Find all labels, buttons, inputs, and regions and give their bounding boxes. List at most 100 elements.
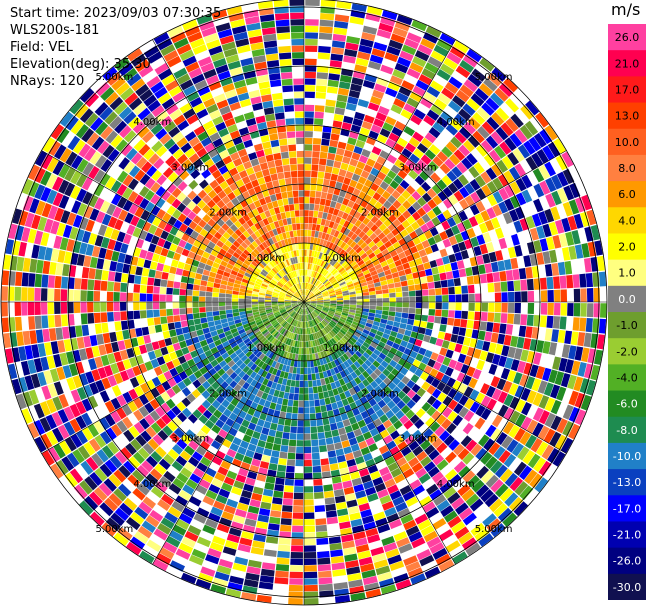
velocity-gate xyxy=(454,343,463,353)
velocity-gate xyxy=(234,319,242,324)
velocity-gate xyxy=(177,120,190,131)
velocity-gate xyxy=(466,227,476,239)
velocity-gate xyxy=(143,334,152,344)
velocity-gate xyxy=(225,219,234,228)
velocity-gate xyxy=(133,194,144,206)
velocity-gate xyxy=(265,332,272,339)
velocity-gate xyxy=(219,413,229,423)
velocity-gate xyxy=(334,154,344,163)
velocity-gate xyxy=(259,433,268,442)
velocity-gate xyxy=(236,272,244,279)
velocity-gate xyxy=(456,161,468,174)
velocity-gate xyxy=(310,297,317,300)
velocity-gate xyxy=(293,277,297,284)
velocity-gate xyxy=(378,372,387,381)
velocity-gate xyxy=(326,369,332,377)
velocity-gate xyxy=(332,317,339,322)
velocity-gate xyxy=(299,256,302,263)
velocity-gate xyxy=(354,537,368,547)
velocity-gate xyxy=(304,183,311,191)
velocity-gate xyxy=(34,184,46,200)
velocity-gate xyxy=(243,390,251,399)
velocity-gate xyxy=(420,371,429,381)
velocity-gate xyxy=(337,232,344,240)
velocity-gate xyxy=(148,153,160,165)
velocity-gate xyxy=(196,507,210,518)
velocity-gate xyxy=(162,541,178,554)
velocity-gate xyxy=(100,312,108,323)
velocity-gate xyxy=(277,348,283,356)
velocity-gate xyxy=(468,293,475,302)
velocity-gate xyxy=(275,285,282,290)
velocity-gate xyxy=(315,292,322,297)
velocity-gate xyxy=(317,564,332,572)
velocity-gate xyxy=(359,320,367,326)
velocity-gate xyxy=(258,353,266,361)
velocity-gate xyxy=(164,337,173,347)
velocity-gate xyxy=(28,316,36,330)
velocity-gate xyxy=(381,536,395,546)
velocity-gate xyxy=(188,179,199,190)
velocity-gate xyxy=(245,307,252,311)
velocity-gate xyxy=(304,65,317,72)
velocity-gate xyxy=(305,262,309,270)
velocity-gate xyxy=(436,69,451,82)
velocity-gate xyxy=(329,321,336,327)
velocity-gate xyxy=(158,255,167,264)
velocity-gate xyxy=(475,447,488,461)
velocity-gate xyxy=(144,177,156,190)
velocity-gate xyxy=(435,338,444,347)
velocity-gate xyxy=(264,321,271,327)
velocity-gate xyxy=(183,217,193,227)
velocity-gate xyxy=(401,44,417,56)
velocity-gate xyxy=(268,366,275,374)
velocity-gate xyxy=(290,237,295,244)
velocity-gate xyxy=(285,338,290,345)
velocity-gate xyxy=(334,273,341,279)
velocity-gate xyxy=(317,211,324,219)
velocity-gate xyxy=(177,261,185,270)
velocity-gate xyxy=(341,440,351,448)
velocity-gate xyxy=(280,290,287,294)
velocity-gate xyxy=(238,295,246,299)
velocity-gate xyxy=(340,314,348,319)
velocity-gate xyxy=(269,252,276,260)
velocity-gate xyxy=(225,418,235,427)
velocity-gate xyxy=(305,289,308,296)
velocity-gate xyxy=(492,191,504,204)
velocity-gate xyxy=(48,140,61,157)
velocity-gate xyxy=(361,120,373,130)
velocity-gate xyxy=(211,390,220,400)
velocity-gate xyxy=(202,120,215,131)
velocity-gate xyxy=(291,303,298,306)
velocity-gate xyxy=(318,259,323,266)
velocity-gate xyxy=(292,512,304,519)
velocity-gate xyxy=(350,233,358,241)
velocity-gate xyxy=(31,344,40,359)
velocity-gate xyxy=(216,209,225,218)
velocity-gate xyxy=(316,359,321,367)
velocity-gate xyxy=(260,501,272,510)
velocity-gate xyxy=(330,251,337,258)
velocity-gate xyxy=(562,168,575,185)
velocity-gate xyxy=(565,231,575,246)
velocity-gate xyxy=(333,489,345,497)
velocity-gate xyxy=(284,267,290,274)
velocity-gate xyxy=(248,393,256,402)
velocity-gate xyxy=(342,480,353,489)
velocity-gate xyxy=(395,92,409,103)
velocity-gate xyxy=(312,311,318,317)
velocity-gate xyxy=(178,489,192,501)
velocity-gate xyxy=(420,456,432,467)
velocity-gate xyxy=(318,338,323,345)
velocity-gate xyxy=(431,437,443,449)
velocity-gate xyxy=(304,216,309,224)
velocity-gate xyxy=(461,157,473,170)
velocity-gate xyxy=(347,366,354,374)
velocity-gate xyxy=(378,444,389,455)
velocity-gate xyxy=(273,311,280,316)
velocity-gate xyxy=(131,78,146,92)
velocity-gate xyxy=(137,107,151,121)
velocity-gate xyxy=(423,261,431,270)
velocity-gate xyxy=(342,156,351,165)
